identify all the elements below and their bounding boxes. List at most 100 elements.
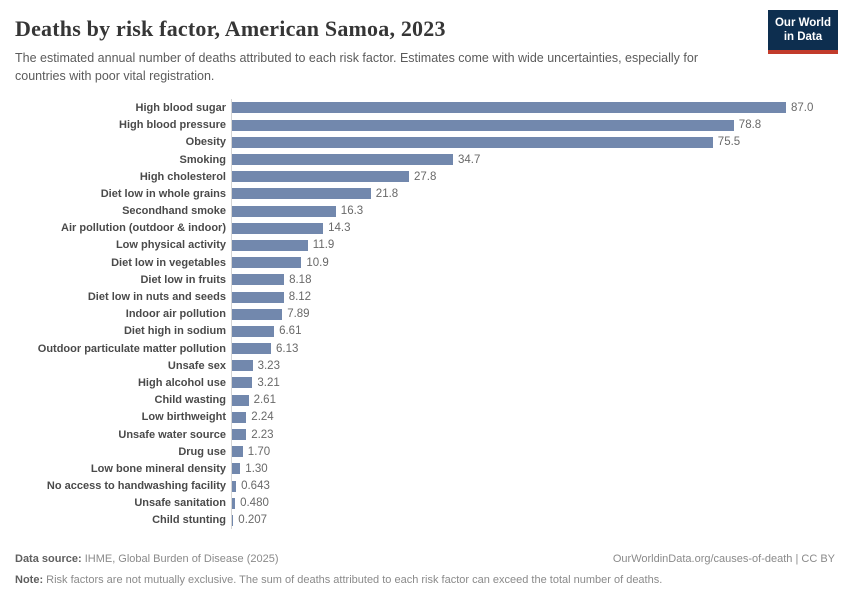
category-label: High blood sugar <box>135 101 226 114</box>
chart-row: Indoor air pollution 7.89 <box>0 305 850 323</box>
bar[interactable] <box>232 171 409 183</box>
value-label: 6.61 <box>279 325 302 338</box>
bar[interactable] <box>232 205 336 217</box>
bar[interactable] <box>232 325 275 337</box>
bar-cell: 6.61 <box>231 322 850 341</box>
bar[interactable] <box>232 308 283 320</box>
category-label: Diet low in fruits <box>140 273 226 286</box>
bar-cell: 2.23 <box>231 425 850 444</box>
value-label: 8.12 <box>288 291 312 304</box>
category-label: Indoor air pollution <box>125 308 226 321</box>
category-label: Smoking <box>179 153 226 166</box>
value-label: 21.8 <box>375 187 399 200</box>
owid-logo[interactable]: Our World in Data <box>767 10 838 54</box>
bar[interactable] <box>232 446 243 458</box>
value-label: 75.5 <box>717 136 741 149</box>
chart-row: Smoking 34.7 <box>0 150 850 169</box>
bar-cell: 27.8 <box>231 168 850 186</box>
bar[interactable] <box>232 136 713 148</box>
bar-cell: 75.5 <box>231 133 850 151</box>
value-label: 6.13 <box>276 342 299 355</box>
bar[interactable] <box>232 257 302 269</box>
category-label: Outdoor particulate matter pollution <box>37 342 226 355</box>
value-label: 0.480 <box>240 497 269 510</box>
category-label: Diet low in vegetables <box>111 256 226 269</box>
bar[interactable] <box>232 360 253 372</box>
logo-line1: Our World <box>774 17 831 29</box>
chart-row: Low birthweight 2.24 <box>0 408 850 426</box>
bar-cell: 10.9 <box>231 254 850 272</box>
category-label: Low birthweight <box>141 411 226 424</box>
bar-chart: High blood sugar 87.0 High blood pressure 7… <box>0 99 850 530</box>
bar-cell: 7.89 <box>231 305 850 323</box>
bar[interactable] <box>232 480 237 492</box>
chart-row: Child wasting 2.61 <box>0 391 850 409</box>
chart-subtitle: The estimated annual number of deaths at… <box>15 51 698 83</box>
bar[interactable] <box>232 274 285 286</box>
chart-row: High blood sugar 87.0 <box>0 99 850 117</box>
value-label: 11.9 <box>312 239 335 252</box>
bar[interactable] <box>232 429 247 441</box>
bar-cell: 0.207 <box>231 511 850 530</box>
bar-cell: 6.13 <box>231 340 850 358</box>
owid-citation-link[interactable]: OurWorldinData.org/causes-of-death | CC … <box>612 553 835 566</box>
bar-cell: 21.8 <box>231 185 850 203</box>
bar-cell: 3.21 <box>231 374 850 392</box>
category-label: Drug use <box>178 445 226 458</box>
value-label: 10.9 <box>306 256 329 269</box>
bar[interactable] <box>232 497 236 509</box>
value-label: 87.0 <box>791 101 814 114</box>
bar-cell: 14.3 <box>231 219 850 237</box>
value-label: 14.3 <box>328 222 351 235</box>
category-label: No access to handwashing facility <box>46 480 226 493</box>
chart-row: Diet low in vegetables 10.9 <box>0 254 850 272</box>
bar-cell: 8.18 <box>231 271 850 289</box>
category-label: Low bone mineral density <box>90 462 226 475</box>
bar-cell: 8.12 <box>231 288 850 306</box>
chart-header: Deaths by risk factor, American Samoa, 2… <box>0 0 850 85</box>
bar[interactable] <box>232 102 786 114</box>
value-label: 27.8 <box>414 170 437 183</box>
chart-row: No access to handwashing facility 0.643 <box>0 477 850 495</box>
note-label: Note: <box>15 574 44 587</box>
value-label: 1.70 <box>247 445 271 458</box>
chart-row: Low bone mineral density 1.30 <box>0 460 850 478</box>
category-label: Diet low in whole grains <box>100 187 226 200</box>
page-title: Deaths by risk factor, American Samoa, 2… <box>15 16 446 41</box>
bar-cell: 1.70 <box>231 443 850 461</box>
value-label: 0.207 <box>238 514 268 527</box>
category-label: Unsafe sex <box>167 359 226 372</box>
category-label: High blood pressure <box>119 119 226 132</box>
category-label: High cholesterol <box>139 170 226 183</box>
category-label: Low physical activity <box>115 239 226 252</box>
bar[interactable] <box>232 239 308 251</box>
chart-row: Outdoor particulate matter pollution 6.13 <box>0 340 850 358</box>
bar[interactable] <box>232 377 253 389</box>
chart-row: Obesity 75.5 <box>0 133 850 151</box>
bar-cell: 3.23 <box>231 357 850 375</box>
category-label: Diet low in nuts and seeds <box>87 291 226 304</box>
value-label: 34.7 <box>458 153 481 166</box>
bar[interactable] <box>232 291 284 303</box>
bar[interactable] <box>232 188 371 200</box>
bar[interactable] <box>232 222 324 234</box>
chart-row: Air pollution (outdoor & indoor) 14.3 <box>0 219 850 237</box>
bar[interactable] <box>232 119 734 131</box>
category-label: Air pollution (outdoor & indoor) <box>61 222 226 235</box>
bar[interactable] <box>232 411 247 423</box>
bar[interactable] <box>232 394 249 406</box>
bar[interactable] <box>232 463 241 475</box>
bar-cell: 87.0 <box>231 99 850 117</box>
chart-note: Note: Risk factors are not mutually excl… <box>15 573 835 589</box>
bar[interactable] <box>232 343 271 355</box>
category-label: High alcohol use <box>137 376 226 389</box>
category-label: Obesity <box>185 136 226 149</box>
chart-row: Diet low in whole grains 21.8 <box>0 185 850 203</box>
bar-cell: 78.8 <box>231 116 850 134</box>
bar[interactable] <box>232 154 453 166</box>
bar[interactable] <box>232 514 234 526</box>
chart-row: Unsafe sex 3.23 <box>0 357 850 375</box>
chart-row: Diet low in fruits 8.18 <box>0 271 850 289</box>
chart-row: Child stunting 0.207 <box>0 511 850 530</box>
value-label: 7.89 <box>287 308 310 321</box>
